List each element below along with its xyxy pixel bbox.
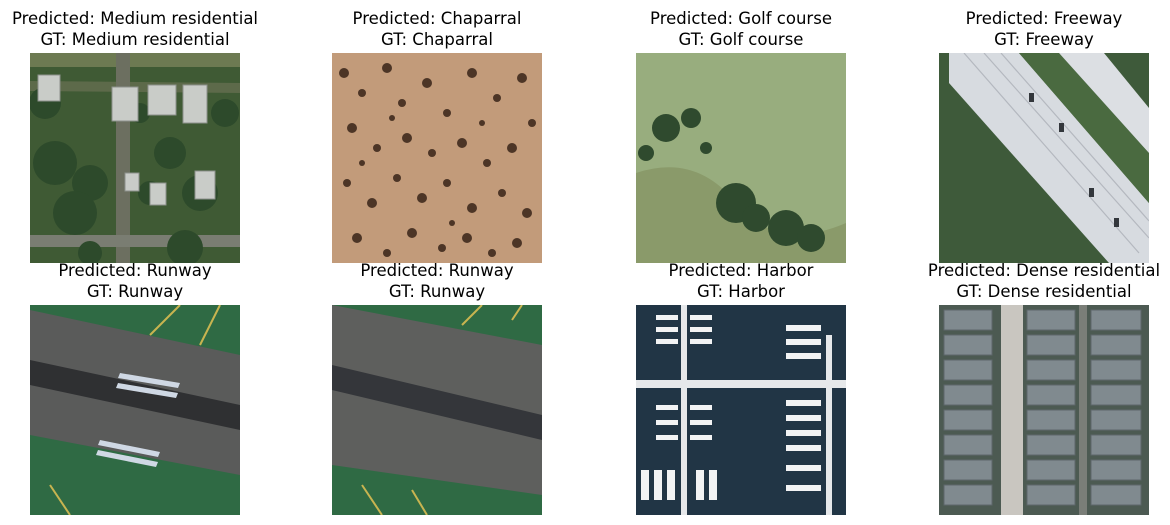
predicted-label: Predicted: Dense residential	[927, 261, 1161, 280]
panel-title: Predicted: Dense residential GT: Dense r…	[894, 260, 1170, 302]
ground-truth-label: GT: Chaparral	[381, 30, 493, 49]
panel-title: Predicted: Runway GT: Runway	[0, 260, 285, 302]
aerial-image-dense-residential	[939, 305, 1149, 515]
aerial-image-runway-2	[332, 305, 542, 515]
panel-title: Predicted: Medium residential GT: Medium…	[0, 8, 285, 50]
predicted-label: Predicted: Runway	[360, 261, 514, 280]
panel-title: Predicted: Golf course GT: Golf course	[591, 8, 891, 50]
aerial-image-chaparral	[332, 53, 542, 263]
panel-title: Predicted: Harbor GT: Harbor	[591, 260, 891, 302]
predicted-label: Predicted: Runway	[58, 261, 212, 280]
aerial-image-runway-1	[30, 305, 240, 515]
ground-truth-label: GT: Runway	[86, 282, 184, 301]
ground-truth-label: GT: Medium residential	[40, 30, 230, 49]
aerial-image-golf-course	[636, 53, 846, 263]
ground-truth-label: GT: Harbor	[697, 282, 785, 301]
aerial-image-harbor	[636, 305, 846, 515]
predicted-label: Predicted: Medium residential	[11, 9, 259, 28]
panel-title: Predicted: Runway GT: Runway	[287, 260, 587, 302]
panel-title: Predicted: Freeway GT: Freeway	[894, 8, 1170, 50]
aerial-image-freeway	[939, 53, 1149, 263]
predicted-label: Predicted: Freeway	[965, 9, 1123, 28]
ground-truth-label: GT: Dense residential	[956, 282, 1132, 301]
aerial-image-medium-residential	[30, 53, 240, 263]
ground-truth-label: GT: Runway	[388, 282, 486, 301]
predicted-label: Predicted: Harbor	[668, 261, 814, 280]
ground-truth-label: GT: Golf course	[678, 30, 804, 49]
panel-title: Predicted: Chaparral GT: Chaparral	[287, 8, 587, 50]
predicted-label: Predicted: Golf course	[650, 9, 832, 28]
predicted-label: Predicted: Chaparral	[352, 9, 522, 28]
ground-truth-label: GT: Freeway	[994, 30, 1094, 49]
